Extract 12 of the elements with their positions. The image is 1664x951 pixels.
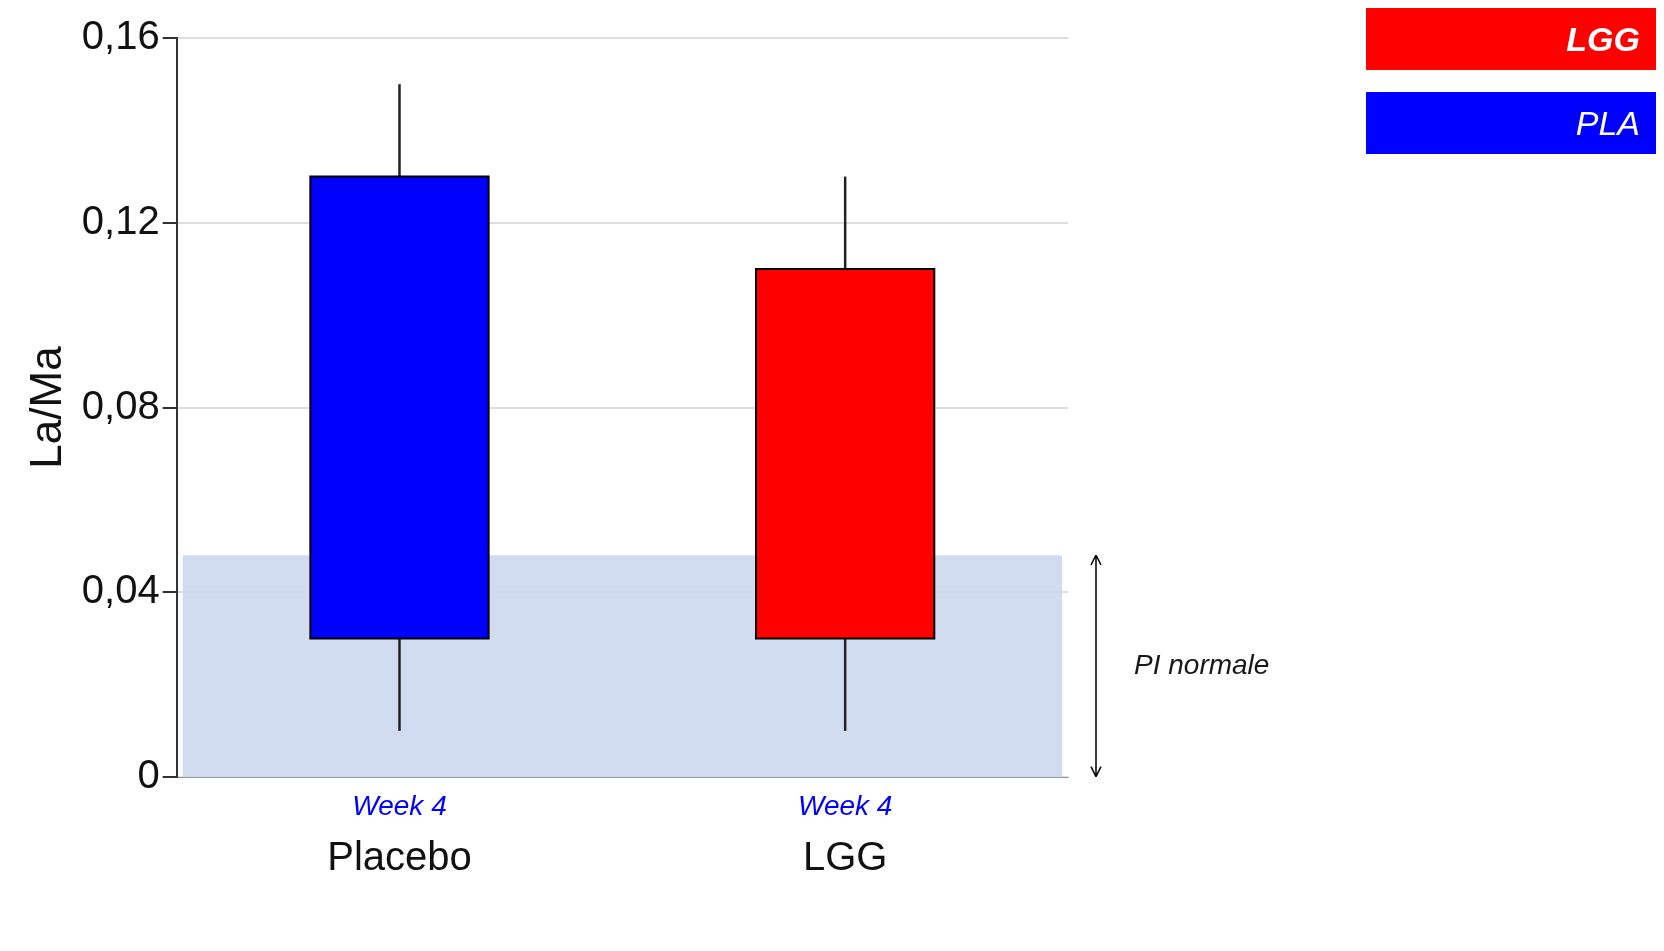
band-label: PI normale [1134,648,1270,680]
text: Week 4 [352,789,447,821]
text: PLA [1575,103,1640,143]
y-axis-title: La/Ma [20,345,70,469]
y-tick-label: 0,12 [81,197,160,242]
y-tick-label: 0,04 [81,567,160,612]
y-tick-label: 0,08 [81,382,160,427]
y-tick-label: 0 [137,752,160,797]
text: Week 4 [797,789,893,821]
y-tick-label: 0,16 [81,13,160,58]
text: LGG [1566,19,1640,59]
x-tick-label: Placebo [327,834,472,879]
